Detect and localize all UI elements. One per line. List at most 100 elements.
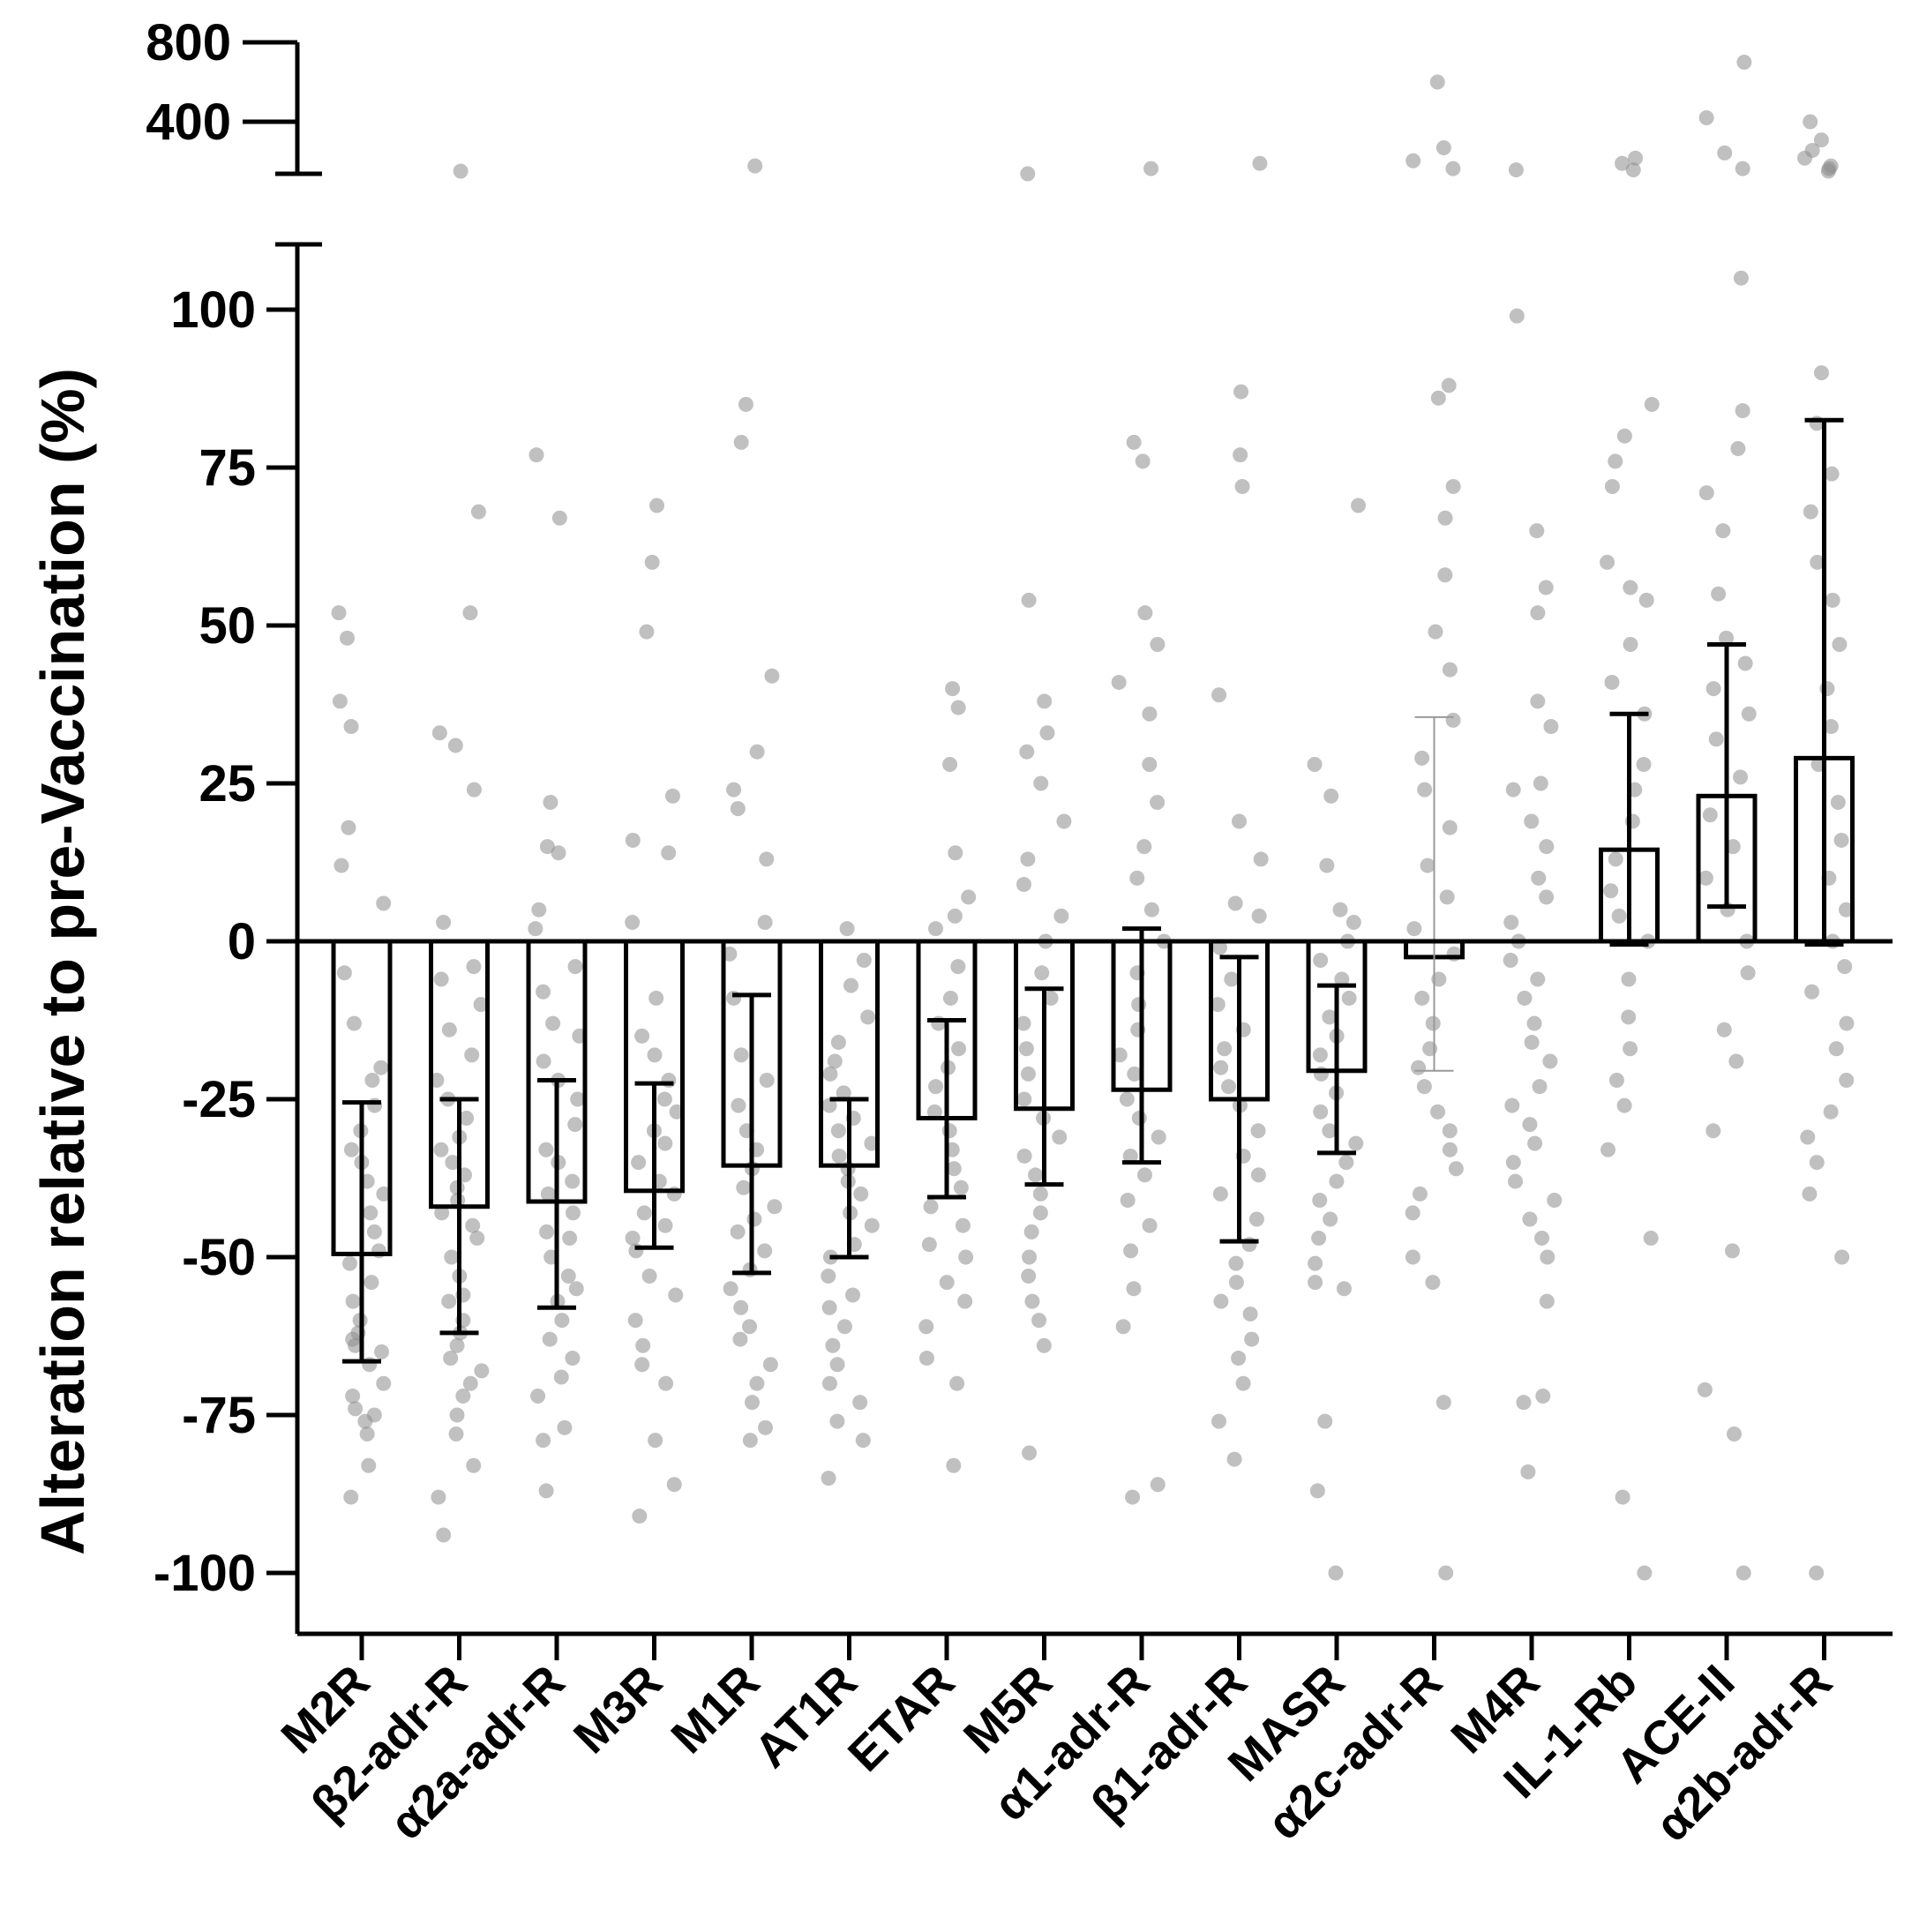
- data-point: [340, 630, 356, 646]
- data-point: [625, 1231, 641, 1247]
- data-point: [1022, 1445, 1038, 1461]
- data-point: [723, 1281, 738, 1297]
- data-point: [374, 1344, 390, 1359]
- data-point: [1530, 971, 1546, 987]
- data-point: [1338, 1155, 1354, 1171]
- data-point: [1628, 150, 1644, 166]
- data-point: [1122, 1148, 1138, 1164]
- data-point: [1226, 1451, 1242, 1467]
- data-point: [852, 1395, 868, 1411]
- data-point: [1524, 813, 1540, 829]
- data-point: [1530, 693, 1546, 709]
- data-point: [950, 959, 966, 975]
- data-point: [1802, 1186, 1818, 1202]
- data-point: [657, 1217, 673, 1233]
- data-point: [1136, 839, 1152, 855]
- data-point: [1313, 952, 1329, 968]
- data-point: [1623, 636, 1638, 652]
- data-point: [1323, 788, 1339, 804]
- data-point: [1719, 630, 1735, 646]
- data-point: [1250, 1123, 1266, 1139]
- y-tick-label: 75: [199, 439, 256, 497]
- data-point: [557, 1419, 573, 1435]
- data-point: [1428, 624, 1443, 640]
- data-point: [1425, 1275, 1441, 1291]
- data-point: [1251, 908, 1267, 924]
- data-point: [542, 1331, 558, 1347]
- data-point: [1698, 485, 1714, 501]
- data-point: [649, 498, 665, 513]
- data-point: [634, 1028, 650, 1044]
- data-point: [376, 1186, 392, 1202]
- data-point: [1833, 832, 1849, 848]
- data-point: [431, 1489, 446, 1505]
- data-point: [1228, 1255, 1244, 1271]
- data-point: [1112, 1047, 1128, 1063]
- data-point: [444, 1249, 460, 1265]
- data-point: [1020, 851, 1036, 867]
- data-point: [647, 1047, 663, 1063]
- data-point: [431, 725, 447, 741]
- data-point: [536, 1053, 551, 1069]
- data-point: [1708, 731, 1724, 747]
- data-point: [343, 1489, 359, 1505]
- data-point: [1234, 478, 1250, 494]
- data-point: [759, 851, 775, 867]
- data-point: [1735, 1565, 1751, 1581]
- data-point: [1150, 794, 1166, 810]
- data-point: [926, 1104, 942, 1120]
- data-point: [1810, 554, 1825, 570]
- data-point: [539, 839, 555, 855]
- data-point: [536, 1433, 551, 1449]
- data-point: [742, 1319, 758, 1335]
- data-point: [757, 915, 773, 931]
- data-point: [1332, 902, 1348, 917]
- data-point: [1741, 706, 1757, 722]
- data-point: [464, 1047, 480, 1063]
- data-point: [348, 1337, 364, 1353]
- data-point: [1024, 1293, 1040, 1309]
- data-point: [747, 158, 763, 174]
- data-point: [1442, 820, 1458, 835]
- data-point: [1441, 378, 1457, 393]
- data-point: [1250, 1167, 1266, 1183]
- data-point: [855, 1433, 871, 1449]
- data-point: [825, 1337, 841, 1353]
- data-point: [945, 681, 961, 697]
- data-point: [345, 1389, 361, 1404]
- data-point: [928, 1079, 944, 1095]
- data-point: [1056, 813, 1072, 829]
- data-point: [1348, 1135, 1364, 1151]
- data-point: [1823, 719, 1839, 735]
- data-point: [1740, 965, 1756, 981]
- data-point: [918, 1319, 934, 1335]
- data-point: [843, 977, 858, 993]
- data-point: [1643, 1231, 1659, 1247]
- data-point: [1533, 775, 1548, 791]
- data-point: [1621, 1009, 1637, 1025]
- data-point: [466, 1457, 482, 1473]
- data-point: [1425, 1015, 1441, 1031]
- x-axis: M2Rβ2-adr-Rα2a-adr-RM3RM1RAT1RETARM5Rα1-…: [271, 939, 1893, 1852]
- data-point: [1150, 1477, 1166, 1493]
- data-point: [1151, 1129, 1166, 1145]
- data-point: [1143, 161, 1159, 176]
- data-point: [1520, 1464, 1536, 1479]
- data-point: [1828, 1041, 1844, 1057]
- data-point: [733, 434, 749, 450]
- data-point: [1111, 674, 1127, 690]
- data-point: [1016, 877, 1031, 893]
- data-point: [730, 1224, 746, 1239]
- data-point: [836, 1319, 852, 1335]
- data-point: [1126, 434, 1142, 450]
- data-point: [1143, 902, 1159, 917]
- data-point: [1021, 1268, 1037, 1284]
- data-point: [1308, 1275, 1323, 1291]
- data-point: [1830, 794, 1846, 810]
- data-point: [538, 1142, 554, 1157]
- data-point: [731, 1097, 746, 1113]
- data-point: [1839, 1073, 1855, 1089]
- data-point: [1308, 1255, 1323, 1271]
- data-point: [742, 1433, 758, 1449]
